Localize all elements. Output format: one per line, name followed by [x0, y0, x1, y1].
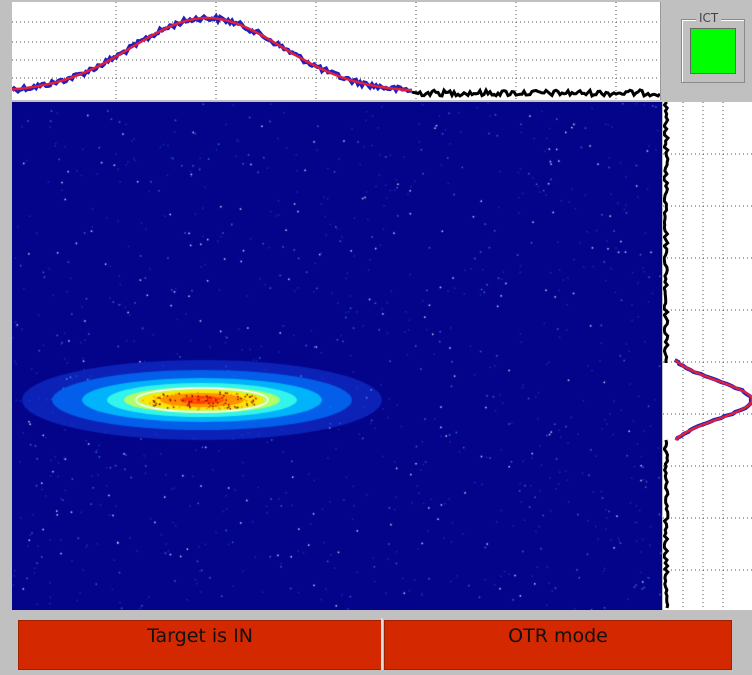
beam-image-canvas[interactable]	[12, 102, 662, 610]
mode-status-button[interactable]: OTR mode	[384, 620, 732, 670]
ict-group: ICT	[681, 11, 745, 83]
beam-image-view[interactable]	[12, 102, 662, 610]
gaussian-fit-curve	[12, 16, 413, 92]
horizontal-projection-svg	[12, 2, 660, 100]
projection-noise-points	[411, 86, 660, 99]
horizontal-projection-plot	[12, 2, 661, 100]
vertical-projection-svg	[663, 102, 752, 610]
projection-data-points	[673, 358, 752, 441]
target-status-button[interactable]: Target is IN	[18, 620, 382, 670]
projection-noise-points	[663, 439, 670, 609]
ict-status-indicator	[690, 28, 736, 74]
projection-noise-points	[663, 102, 671, 364]
gaussian-fit-curve	[674, 359, 752, 441]
ict-label: ICT	[696, 11, 722, 25]
vertical-projection-plot	[663, 102, 752, 610]
status-divider	[381, 618, 383, 670]
